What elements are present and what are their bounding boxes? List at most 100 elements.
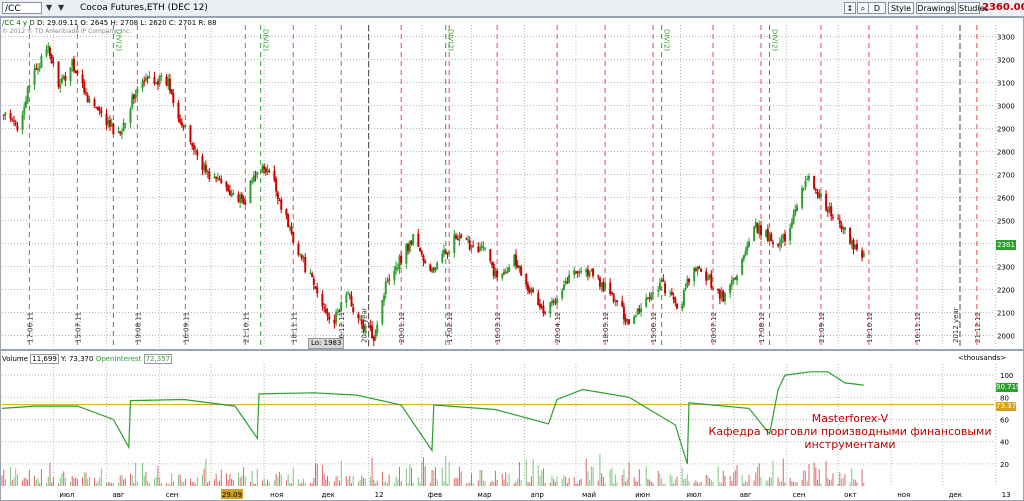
candle-body bbox=[441, 253, 444, 263]
candle-body bbox=[562, 284, 565, 291]
candle-body bbox=[614, 300, 617, 303]
candle-body bbox=[168, 78, 171, 91]
candle-body bbox=[230, 193, 233, 197]
candle-body bbox=[40, 56, 43, 68]
open-interest-label[interactable]: OpenInterest bbox=[95, 355, 142, 363]
candle-body bbox=[98, 108, 101, 111]
candle-body bbox=[381, 300, 384, 324]
candle-body bbox=[326, 312, 329, 316]
candle-body bbox=[816, 192, 819, 194]
y-tick-label: 2700 bbox=[997, 172, 1015, 180]
candle-body bbox=[333, 319, 336, 324]
candle-body bbox=[386, 280, 389, 282]
candle-body bbox=[633, 316, 636, 324]
candle-body bbox=[204, 164, 207, 172]
candle-body bbox=[201, 156, 204, 171]
expiration-label: 19.08.11 bbox=[134, 312, 142, 343]
expiration-label: 21.09.12 bbox=[818, 312, 826, 343]
info-range: R: 88 bbox=[198, 19, 217, 27]
y-tick-label: 3100 bbox=[997, 80, 1015, 88]
x-tick-label: ноя bbox=[897, 491, 910, 499]
expiration-label: 15.07.11 bbox=[74, 312, 82, 343]
candle-body bbox=[854, 244, 857, 249]
candle-body bbox=[790, 222, 793, 228]
candle-body bbox=[47, 46, 50, 49]
candle-body bbox=[502, 272, 505, 274]
candle-body bbox=[95, 107, 98, 109]
candle-body bbox=[192, 144, 195, 150]
x-tick-label: авг bbox=[740, 491, 752, 499]
candle-body bbox=[21, 114, 24, 130]
candle-body bbox=[624, 318, 627, 322]
info-high: H: 2708 bbox=[110, 19, 139, 27]
candle-body bbox=[28, 85, 31, 88]
candle-body bbox=[417, 233, 420, 247]
expiration-label: 19.10.12 bbox=[866, 312, 874, 343]
candle-body bbox=[682, 290, 685, 306]
candle-body bbox=[602, 282, 605, 291]
expiration-label: 16.03.12 bbox=[494, 312, 502, 343]
study-name[interactable]: /CC 4 y D bbox=[2, 19, 35, 27]
y-tick-label: 2000 bbox=[997, 333, 1015, 341]
candle-body bbox=[72, 58, 75, 71]
candle-body bbox=[352, 307, 355, 313]
candle-body bbox=[455, 235, 458, 239]
candle-body bbox=[592, 268, 595, 276]
candle-body bbox=[136, 88, 139, 94]
copyright-note: © 2012 © TD Ameritrade IP Company, Inc. bbox=[2, 28, 132, 35]
style-button[interactable]: Style bbox=[888, 2, 914, 14]
volume-label[interactable]: Volume bbox=[2, 355, 29, 363]
y-tick-label: 2900 bbox=[997, 126, 1015, 134]
drawings-button[interactable]: Drawings bbox=[916, 2, 956, 14]
y-tick-label: 60 bbox=[1000, 416, 1009, 424]
candle-body bbox=[717, 288, 720, 291]
candle-body bbox=[600, 282, 603, 287]
x-tick-label: 13 bbox=[1002, 491, 1011, 499]
candle-body bbox=[830, 206, 833, 217]
candle-body bbox=[609, 282, 612, 295]
candle-body bbox=[264, 168, 267, 173]
candle-body bbox=[765, 230, 768, 237]
candle-body bbox=[621, 300, 624, 307]
candle-body bbox=[74, 70, 77, 73]
candle-body bbox=[573, 270, 576, 275]
symbol-dropdown-icon[interactable]: ▼ bbox=[46, 3, 53, 12]
candle-body bbox=[324, 308, 327, 314]
candle-body bbox=[395, 266, 398, 271]
y-tick-label: 2100 bbox=[997, 310, 1015, 318]
candle-body bbox=[831, 217, 834, 219]
candle-body bbox=[658, 282, 661, 291]
candle-body bbox=[706, 276, 709, 280]
candle-body bbox=[550, 300, 553, 304]
symbol-field[interactable]: /CC bbox=[2, 2, 42, 14]
candle-body bbox=[4, 112, 7, 115]
candle-body bbox=[311, 273, 314, 278]
candle-body bbox=[434, 268, 437, 272]
y-tick-label: 3300 bbox=[997, 34, 1015, 42]
candle-body bbox=[359, 319, 362, 321]
crosshair-icon[interactable]: ↕ bbox=[844, 2, 856, 14]
candle-body bbox=[537, 292, 540, 306]
studies-button[interactable]: Studies bbox=[958, 2, 989, 14]
x-tick-label: ноя bbox=[270, 491, 283, 499]
candle-body bbox=[514, 254, 517, 266]
info-close: C: 2701 bbox=[168, 19, 197, 27]
candle-body bbox=[585, 269, 588, 273]
div-label: DIV(2) bbox=[114, 29, 122, 51]
candle-body bbox=[477, 246, 480, 252]
low-price-label: Lo: 1983 bbox=[308, 338, 345, 349]
candle-body bbox=[345, 294, 348, 304]
d-button[interactable]: D bbox=[868, 2, 886, 14]
candle-body bbox=[467, 239, 470, 241]
candle-body bbox=[52, 61, 55, 63]
candle-body bbox=[804, 181, 807, 188]
candle-body bbox=[225, 181, 228, 187]
candle-body bbox=[825, 193, 828, 211]
candle-body bbox=[479, 247, 482, 251]
candle-body bbox=[610, 292, 613, 294]
x-tick-label: сен bbox=[166, 491, 179, 499]
candle-body bbox=[348, 294, 351, 296]
year-label: 2012 year bbox=[952, 307, 960, 343]
symbol-dropdown-icon-2[interactable]: ▼ bbox=[58, 3, 65, 12]
candle-body bbox=[240, 194, 243, 199]
